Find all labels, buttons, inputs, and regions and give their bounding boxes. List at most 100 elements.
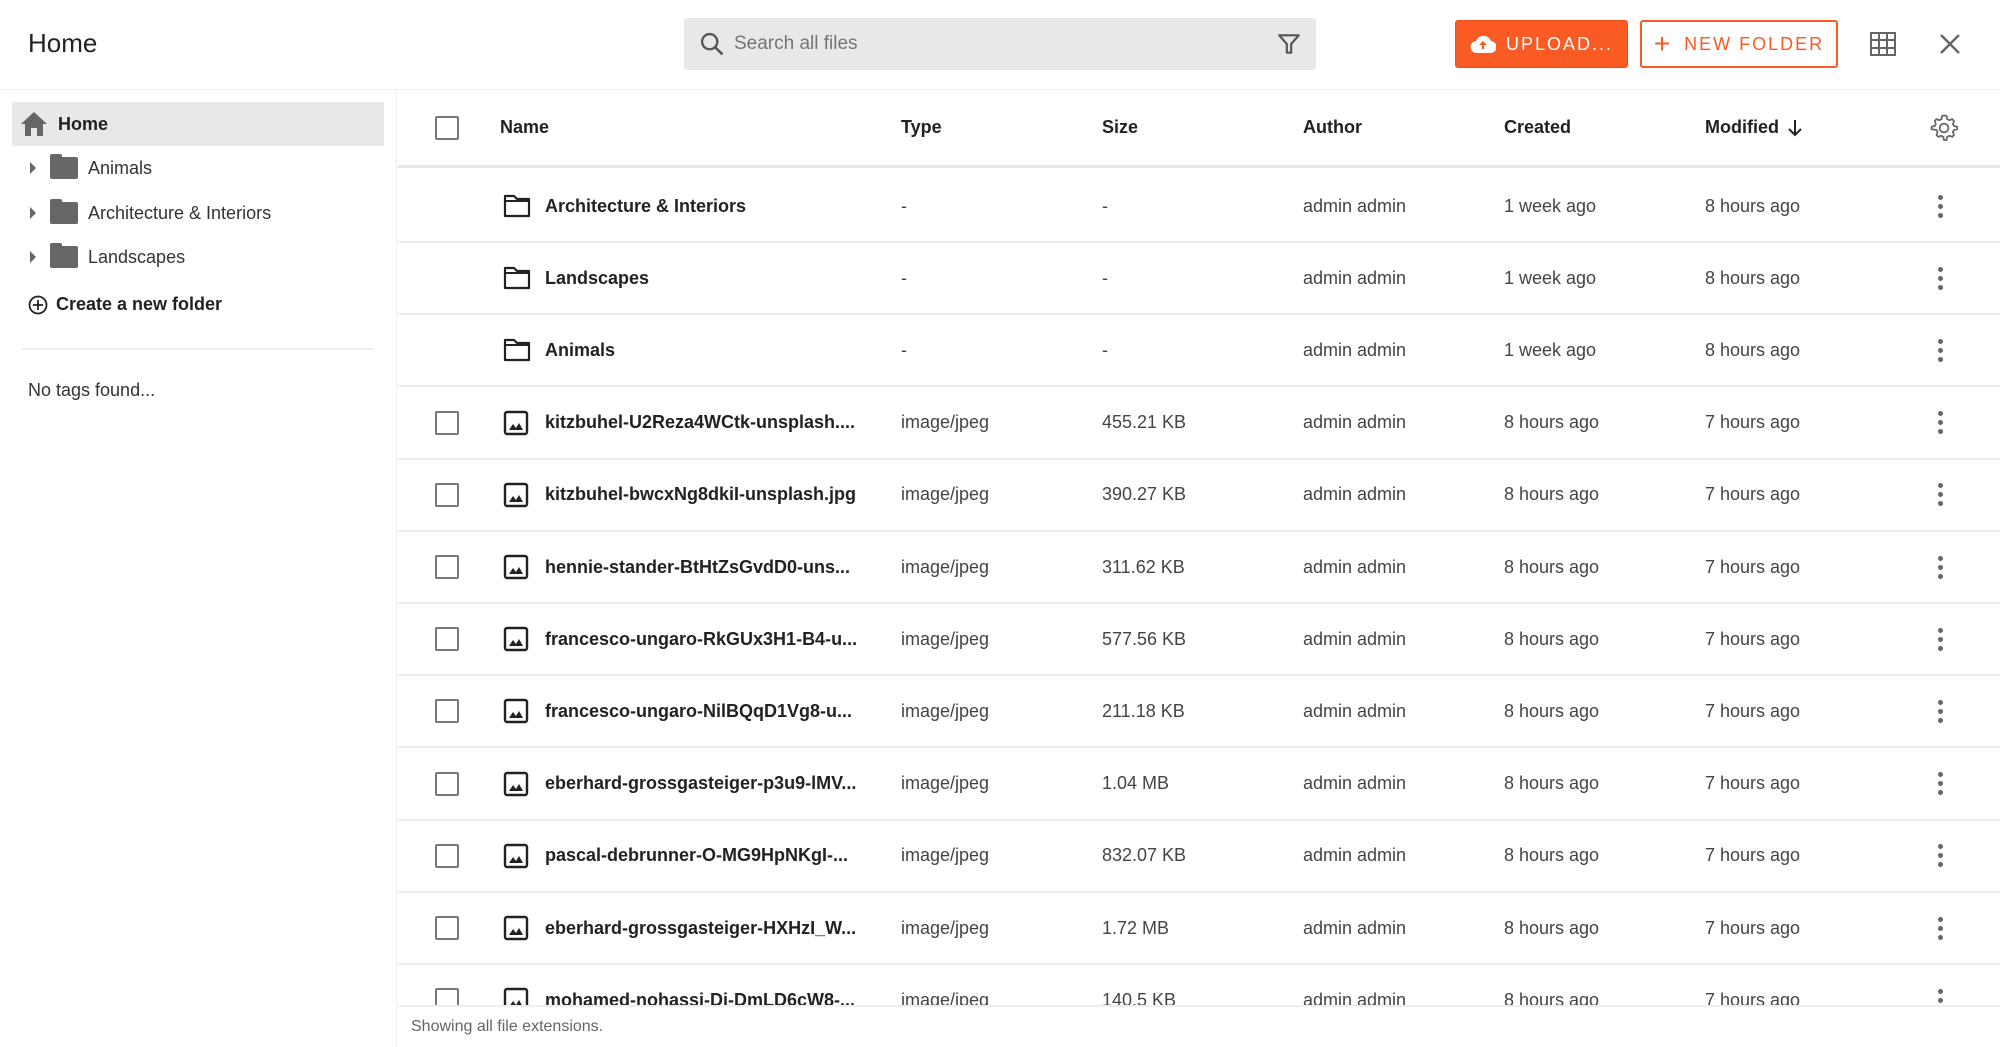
column-modified-label: Modified	[1705, 117, 1779, 137]
create-folder-link[interactable]: Create a new folder	[28, 294, 222, 315]
file-size: -	[1102, 339, 1108, 360]
sort-down-arrow-icon	[1788, 119, 1802, 136]
file-name[interactable]: Architecture & Interiors	[545, 195, 747, 216]
table-row[interactable]: francesco-ungaro-RkGUx3H1-B4-u... image/j…	[398, 604, 2000, 677]
table-row[interactable]: pascal-debrunner-O-MG9HpNKgI-... image/jp…	[398, 821, 2000, 893]
table-row[interactable]: eberhard-grossgasteiger-p3u9-lMV... image…	[398, 749, 2000, 821]
row-checkbox[interactable]	[435, 699, 459, 724]
table-row[interactable]: kitzbuhel-U2Reza4WCtk-unsplash.... image/…	[398, 388, 2000, 460]
sidebar-item-landscapes[interactable]: Landscapes	[12, 235, 384, 279]
select-all-checkbox[interactable]	[435, 115, 459, 140]
plus-circle-icon	[28, 295, 48, 314]
folder-icon	[50, 243, 78, 268]
file-name[interactable]: kitzbuhel-bwcxNg8dkiI-unsplash.jpg	[545, 484, 857, 505]
create-folder-label: Create a new folder	[56, 294, 223, 314]
expand-caret-icon[interactable]	[30, 207, 36, 219]
file-modified: 7 hours ago	[1705, 484, 1801, 505]
search-input[interactable]	[734, 18, 1254, 70]
file-name[interactable]: mohamed-nohassi-Di-DmLD6cW8-...	[545, 989, 856, 1005]
more-options-icon[interactable]	[1938, 315, 1943, 385]
file-name[interactable]: pascal-debrunner-O-MG9HpNKgI-...	[545, 845, 849, 866]
table-row[interactable]: hennie-stander-BtHtZsGvdD0-uns... image/j…	[398, 532, 2000, 604]
more-options-icon[interactable]	[1938, 243, 1943, 313]
expand-caret-icon[interactable]	[30, 162, 36, 174]
file-created: 8 hours ago	[1504, 845, 1600, 866]
file-name[interactable]: hennie-stander-BtHtZsGvdD0-uns...	[545, 556, 851, 577]
file-modified: 7 hours ago	[1705, 700, 1801, 721]
column-author[interactable]: Author	[1303, 117, 1362, 137]
filter-icon[interactable]	[1276, 31, 1302, 57]
file-author: admin admin	[1303, 917, 1407, 938]
file-modified: 8 hours ago	[1705, 195, 1801, 216]
row-checkbox[interactable]	[435, 843, 459, 868]
file-author: admin admin	[1303, 267, 1407, 288]
more-options-icon[interactable]	[1938, 821, 1943, 891]
file-type: image/jpeg	[901, 484, 990, 505]
file-type: image/jpeg	[901, 989, 990, 1005]
row-checkbox-cell	[435, 821, 459, 891]
more-options-icon[interactable]	[1938, 388, 1943, 458]
sidebar-item-architecture[interactable]: Architecture & Interiors	[12, 191, 384, 235]
file-name[interactable]: eberhard-grossgasteiger-HXHzI_W...	[545, 917, 857, 938]
file-name[interactable]: kitzbuhel-U2Reza4WCtk-unsplash....	[545, 412, 856, 433]
file-name[interactable]: francesco-ungaro-RkGUx3H1-B4-u...	[545, 628, 858, 649]
search-box[interactable]	[684, 18, 1316, 70]
row-checkbox[interactable]	[435, 482, 459, 507]
upload-button[interactable]: UPLOAD...	[1455, 20, 1628, 68]
file-name[interactable]: eberhard-grossgasteiger-p3u9-lMV...	[545, 773, 857, 794]
table-row[interactable]: Architecture & Interiors - - admin admin 1 w…	[398, 171, 2000, 243]
row-checkbox[interactable]	[435, 771, 459, 796]
more-options-icon[interactable]	[1938, 604, 1943, 674]
more-options-icon[interactable]	[1938, 171, 1943, 241]
grid-view-icon[interactable]	[1870, 32, 1896, 56]
file-name[interactable]: Animals	[545, 339, 616, 360]
file-name[interactable]: francesco-ungaro-NilBQqD1Vg8-u...	[545, 700, 853, 721]
file-size: -	[1102, 267, 1108, 288]
close-icon[interactable]	[1938, 32, 1962, 56]
file-modified: 7 hours ago	[1705, 773, 1801, 794]
folder-icon	[50, 199, 78, 224]
expand-caret-icon[interactable]	[30, 251, 36, 263]
sidebar-item-home[interactable]: Home	[12, 102, 384, 146]
file-created: 8 hours ago	[1504, 989, 1600, 1005]
row-checkbox[interactable]	[435, 988, 459, 1005]
row-checkbox[interactable]	[435, 555, 459, 579]
file-author: admin admin	[1303, 556, 1407, 577]
file-name[interactable]: Landscapes	[545, 267, 650, 288]
row-checkbox-cell	[435, 604, 459, 674]
file-size: 140.5 KB	[1102, 989, 1177, 1005]
table-row[interactable]: eberhard-grossgasteiger-HXHzI_W... image/…	[398, 893, 2000, 965]
file-type: image/jpeg	[901, 628, 990, 649]
file-author: admin admin	[1303, 773, 1407, 794]
column-type[interactable]: Type	[901, 117, 942, 137]
file-modified: 8 hours ago	[1705, 267, 1801, 288]
new-folder-button[interactable]: + NEW FOLDER	[1640, 20, 1838, 68]
row-checkbox[interactable]	[435, 410, 459, 435]
file-modified: 7 hours ago	[1705, 628, 1801, 649]
table-row[interactable]: Animals - - admin admin 1 week ago 8 hours ag…	[398, 315, 2000, 388]
table-row[interactable]: francesco-ungaro-NilBQqD1Vg8-u... image/j…	[398, 676, 2000, 749]
more-options-icon[interactable]	[1938, 893, 1943, 963]
sidebar-item-animals[interactable]: Animals	[12, 146, 384, 190]
column-created[interactable]: Created	[1504, 117, 1572, 137]
column-size[interactable]: Size	[1102, 117, 1139, 137]
file-author: admin admin	[1303, 412, 1407, 433]
settings-gear-icon[interactable]	[1929, 113, 1959, 143]
file-modified: 7 hours ago	[1705, 917, 1801, 938]
table-row[interactable]: kitzbuhel-bwcxNg8dkiI-unsplash.jpg image/…	[398, 460, 2000, 532]
more-options-icon[interactable]	[1938, 532, 1943, 602]
table-row[interactable]: Landscapes - - admin admin 1 week ago 8 hours…	[398, 243, 2000, 316]
more-options-icon[interactable]	[1938, 965, 1943, 1005]
row-checkbox[interactable]	[435, 916, 459, 940]
table-row[interactable]: mohamed-nohassi-Di-DmLD6cW8-... image/jpe…	[398, 965, 2000, 1005]
row-checkbox[interactable]	[435, 627, 459, 652]
more-options-icon[interactable]	[1938, 749, 1943, 819]
more-options-icon[interactable]	[1938, 676, 1943, 746]
more-options-icon[interactable]	[1938, 460, 1943, 530]
file-type: image/jpeg	[901, 700, 990, 721]
image-file-icon	[503, 604, 529, 674]
file-created: 8 hours ago	[1504, 412, 1600, 433]
file-type: -	[901, 339, 907, 360]
column-name[interactable]: Name	[500, 117, 550, 137]
column-modified[interactable]: Modified	[1705, 90, 1803, 165]
